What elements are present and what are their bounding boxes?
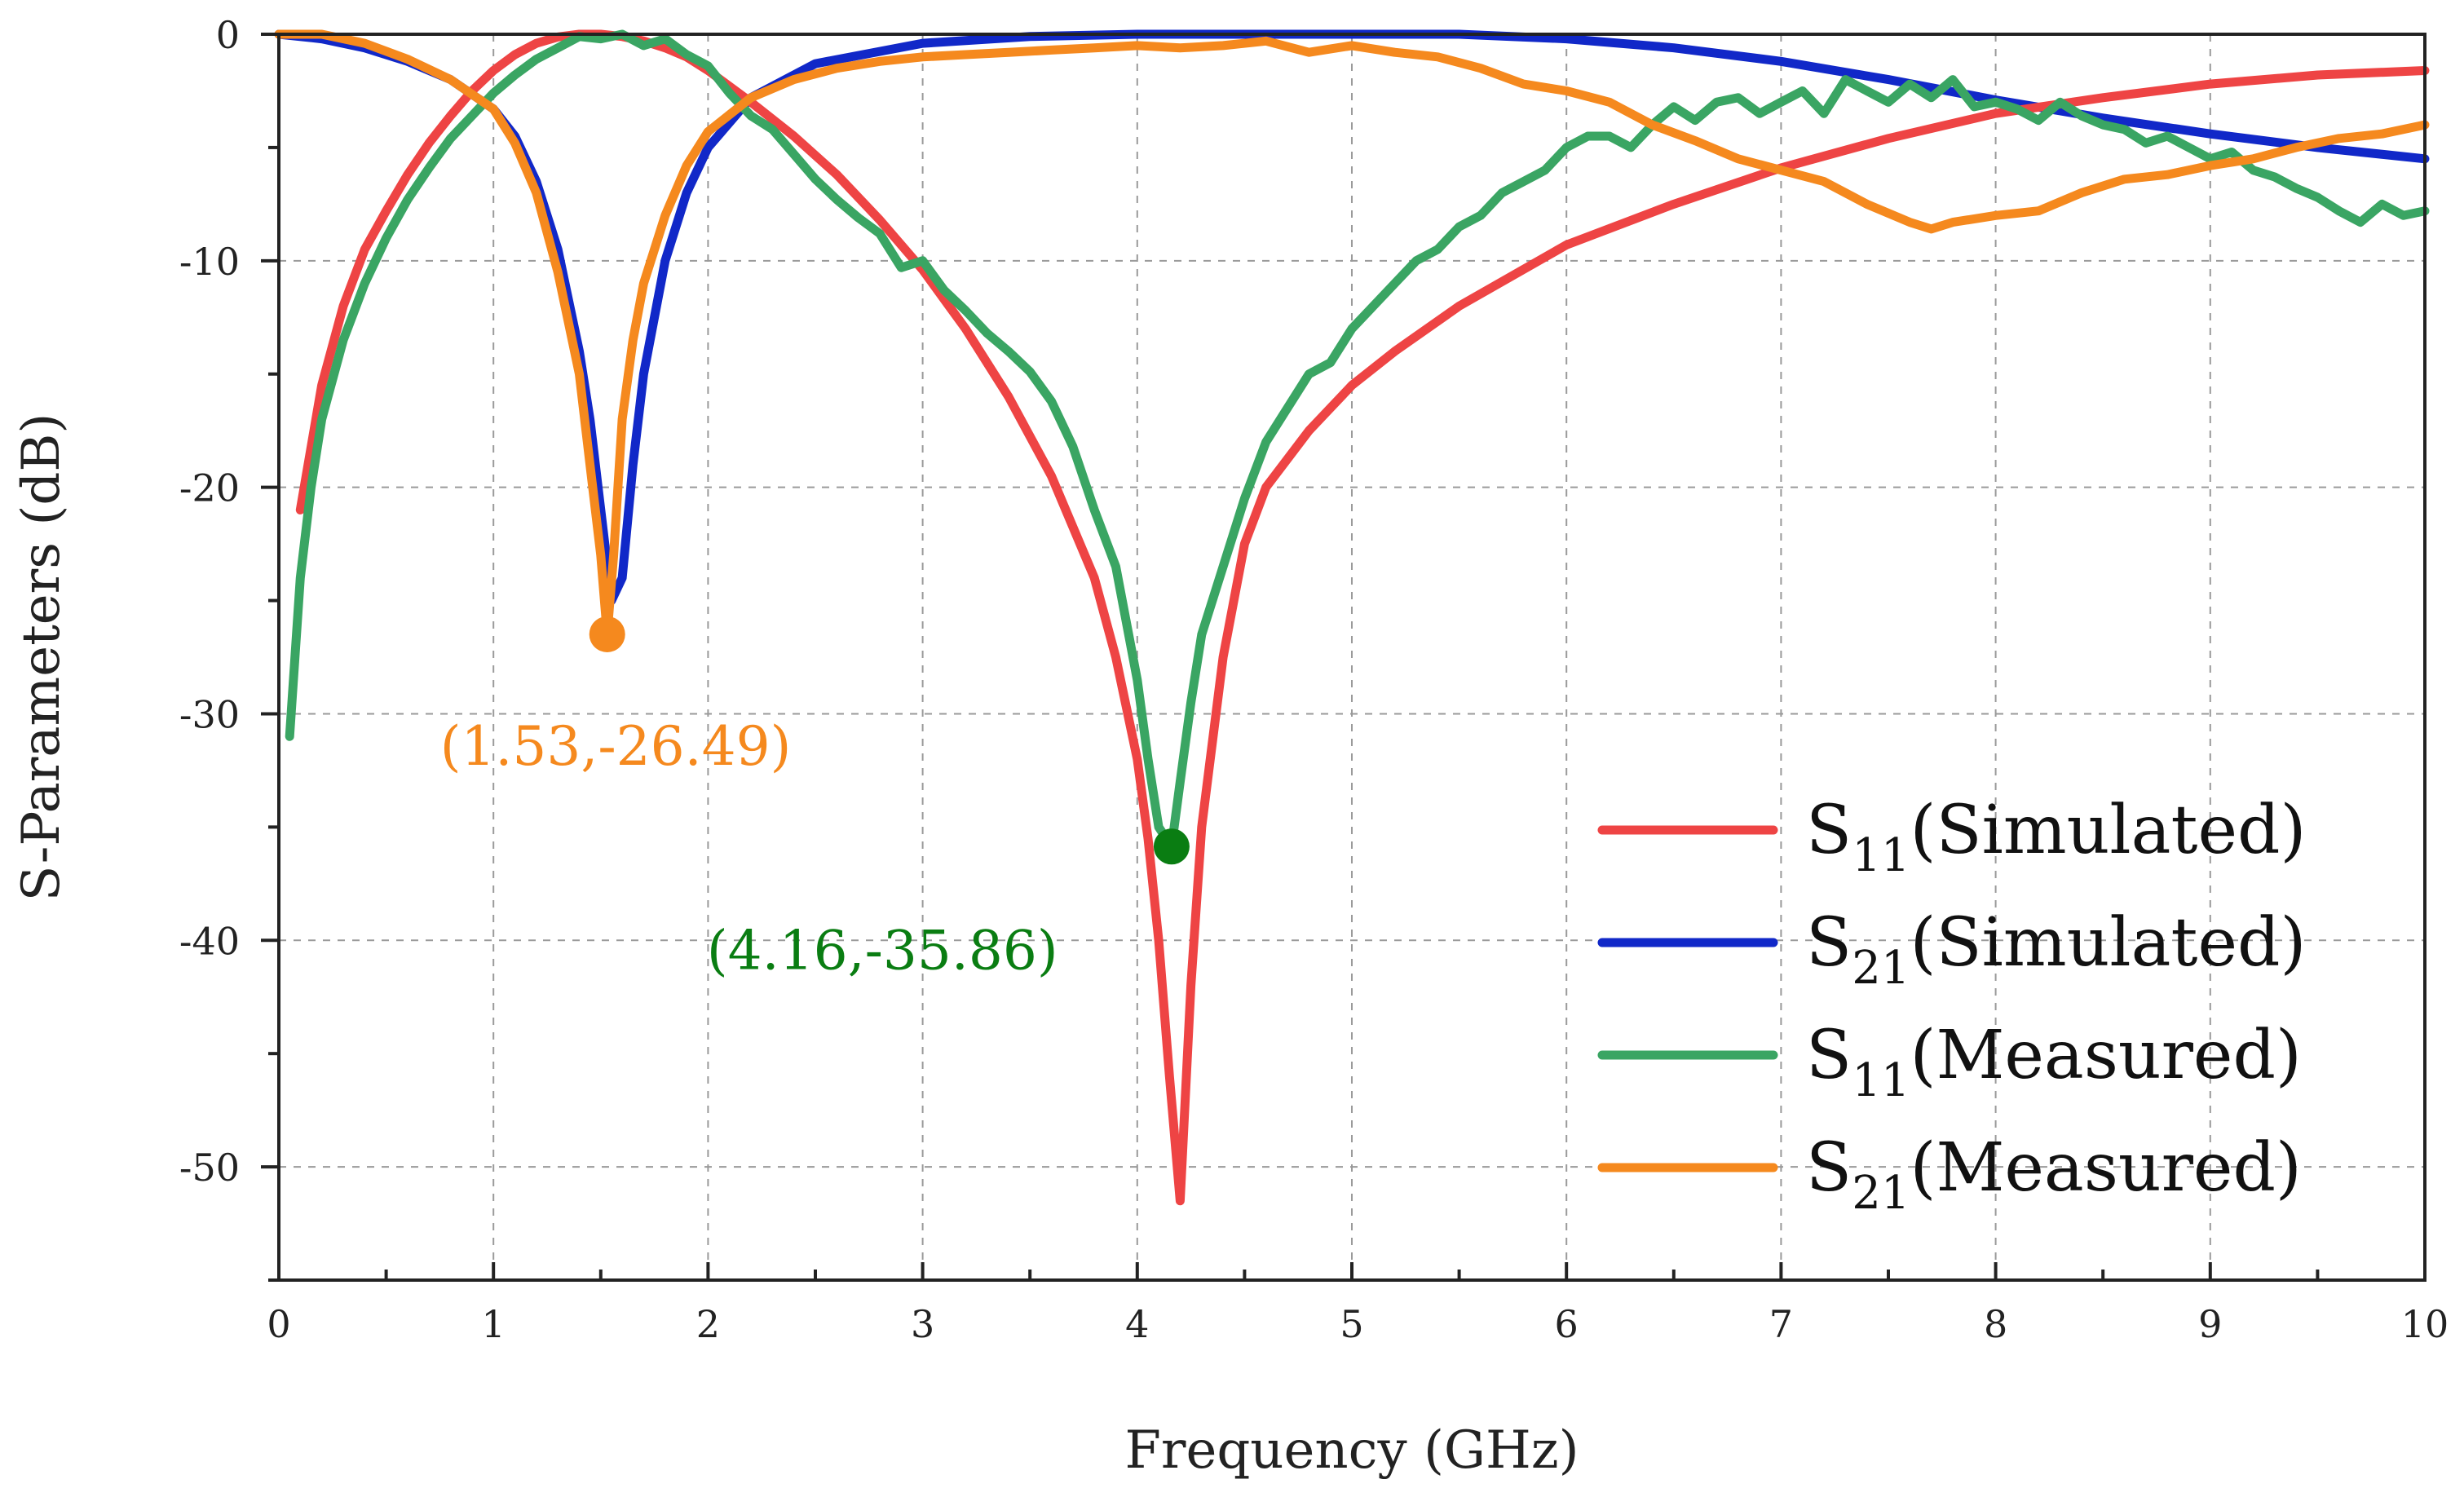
y-tick-label-5: -50 xyxy=(179,1146,240,1190)
x-tick-label-3: 3 xyxy=(911,1302,934,1346)
x-tick-label-6: 6 xyxy=(1555,1302,1579,1346)
x-tick-label-9: 9 xyxy=(2198,1302,2222,1346)
legend-label-3: S21(Measured) xyxy=(1806,1129,2302,1220)
y-tick-label-4: -40 xyxy=(179,919,240,963)
x-tick-label-0: 0 xyxy=(267,1302,290,1346)
legend-label-main: S xyxy=(1806,1129,1852,1207)
annotation-label-1: (4.16,-35.86) xyxy=(707,919,1058,982)
x-tick-label-4: 4 xyxy=(1125,1302,1149,1346)
series-line-2 xyxy=(285,29,2430,851)
tick-labels: 0 1 2 3 4 5 6 7 8 9 10 0 -10 -20 -30 -40 -50 xyxy=(179,13,2449,1346)
y-tick-label-3: -30 xyxy=(179,692,240,736)
y-tick-label-2: -20 xyxy=(179,466,240,510)
x-tick-label-2: 2 xyxy=(696,1302,720,1346)
y-tick-label-1: -10 xyxy=(179,240,240,284)
annotations: (1.53,-26.49) (4.16,-35.86) xyxy=(440,715,1058,982)
legend-label-tail: (Measured) xyxy=(1910,1129,2301,1207)
legend-label-2: S11(Measured) xyxy=(1806,1017,2302,1107)
annotation-label-0: (1.53,-26.49) xyxy=(440,715,792,778)
legend-label-subscript: 21 xyxy=(1852,942,1910,995)
legend-label-main: S xyxy=(1806,904,1852,982)
x-tick-label-7: 7 xyxy=(1769,1302,1793,1346)
annotation-marker-1 xyxy=(1153,828,1190,865)
series-line-0 xyxy=(295,29,2430,1206)
x-tick-label-1: 1 xyxy=(482,1302,506,1346)
legend-label-subscript: 11 xyxy=(1852,1054,1910,1107)
grid-lines xyxy=(279,34,2425,1280)
x-axis-title: Frequency (GHz) xyxy=(1124,1420,1579,1481)
legend-label-0: S11(Simulated) xyxy=(1806,792,2307,882)
marker-group xyxy=(589,616,1190,865)
x-tick-label-8: 8 xyxy=(1984,1302,2007,1346)
series-group xyxy=(274,29,2430,1206)
y-axis-title: S-Parameters (dB) xyxy=(11,413,72,902)
legend-label-main: S xyxy=(1806,1017,1852,1094)
legend-label-tail: (Simulated) xyxy=(1910,792,2306,869)
legend-label-tail: (Measured) xyxy=(1910,1017,2301,1094)
legend-label-1: S21(Simulated) xyxy=(1806,904,2307,995)
x-tick-label-10: 10 xyxy=(2401,1302,2449,1346)
legend: S11(Simulated)S21(Simulated)S11(Measured… xyxy=(1597,792,2307,1220)
series-line-3 xyxy=(274,29,2430,639)
annotation-marker-0 xyxy=(589,616,625,652)
x-tick-label-5: 5 xyxy=(1340,1302,1363,1346)
legend-label-subscript: 21 xyxy=(1852,1167,1910,1220)
legend-label-main: S xyxy=(1806,792,1852,869)
legend-label-tail: (Simulated) xyxy=(1910,904,2306,982)
axis-ticks xyxy=(261,33,2426,1282)
y-tick-label-0: 0 xyxy=(216,13,240,57)
legend-label-subscript: 11 xyxy=(1852,829,1910,882)
